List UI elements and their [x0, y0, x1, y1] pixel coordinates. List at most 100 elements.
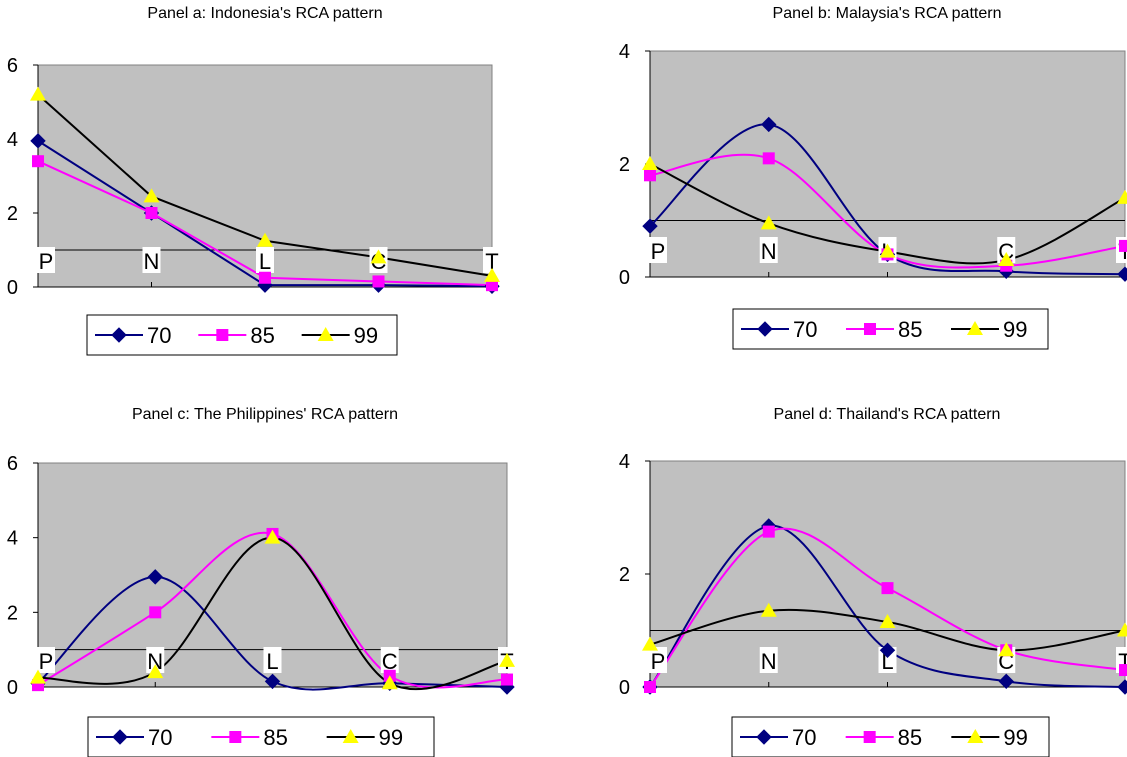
x-tick-label-bg	[142, 247, 161, 273]
data-point-70	[264, 673, 281, 690]
x-tick-label-bg	[878, 647, 897, 673]
data-point-85	[149, 606, 162, 619]
x-tick-label: P	[651, 649, 666, 674]
legend-marker	[863, 731, 876, 743]
data-point-85	[644, 169, 656, 182]
data-point-99	[1117, 189, 1127, 204]
data-point-70	[1117, 679, 1127, 695]
legend-marker	[342, 729, 359, 743]
legend-marker	[864, 323, 876, 335]
data-point-99	[370, 249, 387, 264]
data-point-85	[32, 155, 44, 168]
x-tick-label: N	[147, 649, 163, 674]
x-tick-label: T	[485, 249, 498, 274]
y-tick-label: 0	[7, 277, 18, 299]
data-point-70	[642, 218, 658, 234]
data-point-99	[257, 232, 273, 247]
data-point-99	[30, 86, 46, 101]
legend-label: 85	[250, 323, 274, 348]
legend-label: 70	[793, 317, 817, 342]
legend-marker	[111, 327, 127, 343]
data-point-99	[642, 636, 658, 651]
x-tick-label-bg	[649, 237, 667, 263]
legend-marker	[756, 729, 772, 745]
data-point-99	[30, 669, 46, 684]
x-tick-label: P	[39, 249, 54, 274]
y-tick-label: 6	[7, 55, 18, 77]
legend-label: 99	[379, 725, 403, 750]
chart-panel-1: Panel b: Malaysia's RCA pattern024PNLCT7…	[619, 5, 1127, 350]
legend-label: 85	[898, 317, 922, 342]
x-tick-label: L	[259, 249, 271, 274]
data-point-85	[1119, 664, 1127, 677]
series-line-70	[649, 524, 1126, 688]
legend-label: 85	[263, 725, 287, 750]
x-tick-label-bg	[649, 647, 667, 673]
legend: 70 85 99	[87, 716, 435, 757]
data-point-99	[879, 243, 896, 258]
x-tick-label: P	[39, 649, 54, 674]
data-point-70	[147, 569, 163, 585]
data-point-99	[1117, 622, 1127, 637]
chart-title: Panel d: Thailand's RCA pattern	[774, 406, 1001, 423]
x-tick-label: N	[144, 249, 160, 274]
data-point-85	[372, 275, 385, 288]
x-tick-label-bg	[483, 247, 501, 273]
y-tick-label: 4	[7, 528, 18, 550]
x-tick-label-bg	[1116, 647, 1127, 673]
data-point-85	[145, 207, 158, 219]
chart-title: Panel c: The Philippines' RCA pattern	[132, 406, 398, 423]
y-tick-label: 2	[7, 203, 18, 225]
legend-marker	[317, 327, 334, 341]
legend-label: 70	[147, 323, 171, 348]
y-tick-label: 0	[7, 677, 18, 699]
data-point-85	[486, 279, 498, 292]
legend-marker	[967, 729, 984, 743]
data-point-70	[1117, 266, 1127, 282]
series-line-70	[649, 123, 1126, 276]
legend-marker	[112, 729, 128, 745]
legend-marker	[967, 321, 983, 335]
x-tick-label: C	[382, 649, 398, 674]
data-point-70	[998, 673, 1014, 690]
x-tick-label-bg	[997, 237, 1016, 263]
y-tick-label: 0	[619, 267, 630, 289]
legend-label: 70	[148, 725, 172, 750]
data-point-99	[760, 215, 777, 230]
data-point-99	[998, 642, 1015, 657]
x-tick-label: L	[266, 649, 278, 674]
data-point-85	[762, 525, 775, 538]
x-tick-label-bg	[263, 647, 282, 673]
legend: 70 85 99	[731, 716, 1050, 757]
legend-marker	[216, 329, 229, 341]
x-tick-label: P	[651, 239, 666, 264]
data-point-85	[259, 271, 271, 284]
x-tick-label: C	[998, 239, 1014, 264]
x-tick-label: T	[1118, 649, 1127, 674]
y-tick-label: 4	[619, 41, 630, 63]
data-point-99	[143, 188, 160, 203]
y-tick-label: 2	[619, 564, 630, 586]
data-point-99	[499, 652, 515, 667]
legend-label: 99	[1003, 725, 1027, 750]
x-tick-label-bg	[380, 647, 399, 673]
legend-box	[87, 716, 435, 757]
data-point-85	[881, 582, 894, 595]
legend-label: 85	[898, 725, 922, 750]
x-tick-label-bg	[37, 647, 55, 673]
x-tick-label-bg	[37, 247, 55, 273]
x-tick-label: N	[761, 239, 777, 264]
y-tick-label: 4	[7, 129, 18, 151]
x-tick-label: N	[761, 649, 777, 674]
y-tick-label: 4	[619, 451, 630, 473]
data-point-85	[644, 681, 656, 693]
data-point-70	[761, 116, 777, 133]
chart-panel-2: Panel c: The Philippines' RCA pattern 0 2 4…	[7, 406, 516, 757]
legend-label: 99	[354, 323, 378, 348]
y-tick-label: 2	[7, 602, 18, 624]
series-line-70	[37, 575, 508, 691]
y-tick-label: 6	[7, 453, 18, 475]
data-point-99	[381, 675, 398, 690]
data-point-70	[30, 133, 46, 149]
